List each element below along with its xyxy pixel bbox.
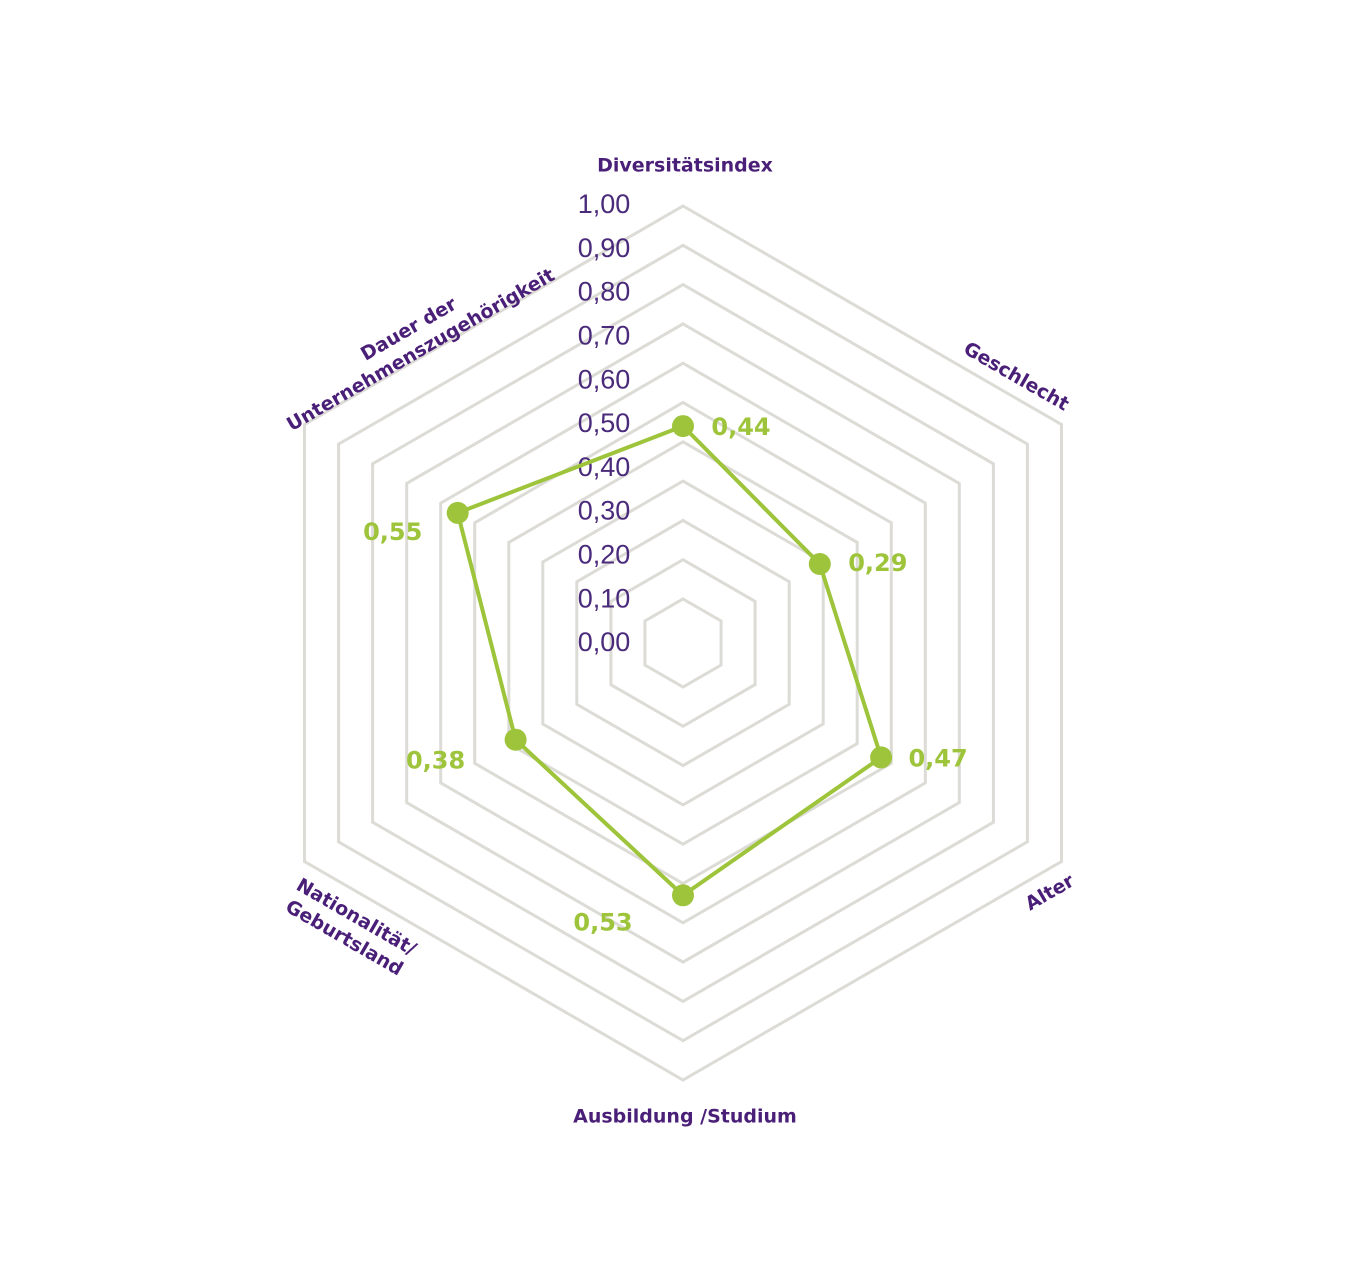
data-point (672, 415, 694, 438)
tick-label: 0,10 (578, 583, 631, 613)
data-labels: 0,44 0,29 0,47 0,53 0,38 0,55 (363, 413, 968, 936)
axis-label: Ausbildung /Studium (573, 1106, 797, 1128)
data-label: 0,38 (406, 747, 465, 775)
axis-label: Diversitätsindex (597, 155, 773, 177)
grid-ring (473, 400, 893, 886)
data-label: 0,29 (848, 549, 907, 577)
data-point (446, 501, 469, 524)
axis-label-line: Unternehmenszugehörigkeit (283, 264, 559, 436)
tick-label: 0,80 (578, 277, 631, 307)
axis-label-line: Alter (1021, 870, 1078, 916)
axis-labels: DiversitätsindexGeschlechtAlterAusbildun… (282, 155, 1079, 1128)
data-label: 0,53 (573, 908, 632, 936)
tick-label: 0,70 (578, 321, 631, 351)
data-point (504, 728, 527, 751)
tick-label: 0,20 (578, 540, 631, 570)
tick-labels: 0,000,100,200,300,400,500,600,700,800,90… (578, 189, 631, 657)
tick-label: 0,50 (578, 408, 631, 438)
data-point (672, 884, 694, 907)
data-point (808, 553, 831, 575)
tick-label: 0,90 (578, 233, 631, 263)
grid-ring (507, 440, 859, 846)
tick-label: 0,60 (578, 364, 631, 394)
grid-ring (439, 361, 927, 925)
grid-ring (575, 518, 791, 768)
data-label: 0,47 (908, 744, 967, 772)
axis-label-line: Ausbildung /Studium (573, 1106, 797, 1128)
grid-ring (371, 282, 995, 1004)
axis-label: Nationalität/Geburtsland (282, 874, 420, 980)
grid-ring (303, 204, 1063, 1082)
grid-ring (337, 243, 1029, 1043)
tick-label: 0,30 (578, 496, 631, 526)
tick-label: 0,00 (578, 627, 631, 657)
axis-label-line: Diversitätsindex (597, 155, 773, 177)
grid-ring (405, 322, 961, 964)
data-label: 0,55 (363, 518, 422, 546)
data-point (870, 746, 893, 769)
grid-ring (643, 597, 723, 689)
series-layer (446, 415, 893, 907)
tick-label: 1,00 (578, 189, 631, 219)
data-label: 0,44 (711, 413, 770, 441)
axis-label: Alter (1021, 870, 1078, 916)
grid-layer (303, 204, 1063, 1082)
grid-ring (609, 557, 757, 729)
